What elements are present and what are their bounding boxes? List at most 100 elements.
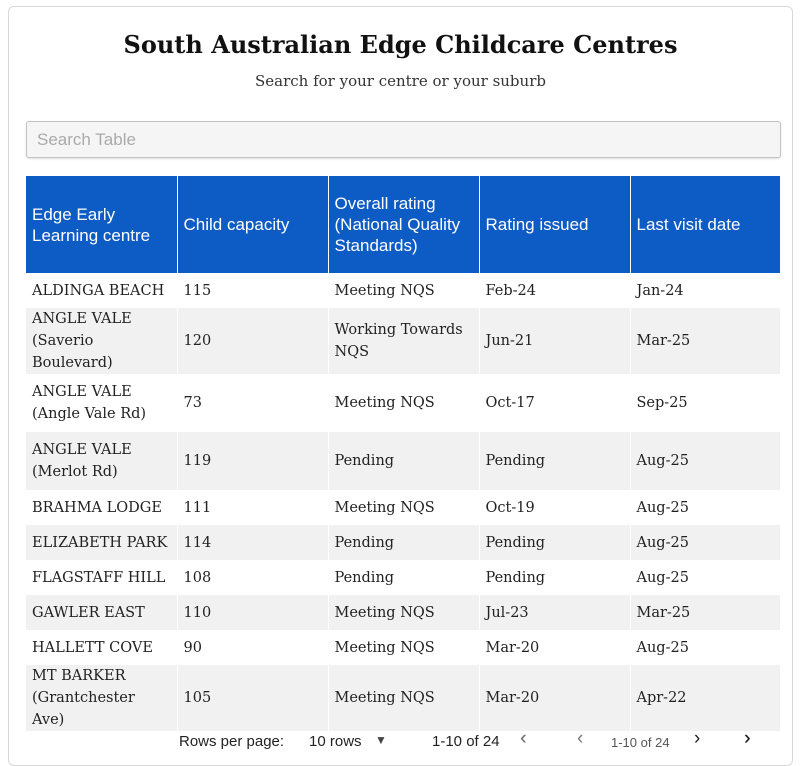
- cell-last-visit: Aug-25: [630, 630, 780, 665]
- column-header-capacity[interactable]: Child capacity: [177, 176, 329, 273]
- centre-name: ANGLE VALE: [32, 311, 132, 327]
- cell-last-visit: Sep-25: [630, 374, 780, 432]
- cell-centre: ANGLE VALE (Saverio Boulevard): [26, 308, 178, 374]
- cell-last-visit: Aug-25: [630, 525, 780, 560]
- cell-last-visit: Aug-25: [630, 560, 780, 595]
- centre-location: (Angle Vale Rd): [32, 406, 147, 422]
- rating-line-2: NQS: [334, 344, 370, 360]
- page-subtitle: Search for your centre or your suburb: [255, 72, 546, 90]
- rating-line-1: Pending: [334, 569, 395, 586]
- cell-capacity: 73: [177, 374, 329, 432]
- cell-capacity: 115: [177, 273, 329, 308]
- rows-per-page-label: Rows per page:: [179, 733, 285, 750]
- centre-name: MT BARKER: [32, 668, 126, 684]
- cell-rating-issued: Jul-23: [479, 595, 631, 630]
- cell-last-visit: Mar-25: [630, 595, 780, 630]
- pagination-bar: Rows per page: 10 rows ▼ 1-10 of 24 ‹‹ ‹…: [0, 728, 801, 756]
- table-row: MT BARKER (Grantchester Ave) 105 Meeting …: [26, 665, 780, 731]
- centre-name: FLAGSTAFF HILL: [32, 569, 166, 586]
- cell-centre: ELIZABETH PARK: [26, 525, 178, 560]
- cell-rating-issued: Pending: [479, 560, 631, 595]
- table-row: HALLETT COVE 90 Meeting NQS Mar-20 Aug-2…: [26, 630, 780, 665]
- cell-rating: Working Towards NQS: [328, 308, 480, 374]
- rows-per-page-select[interactable]: 10 rows ▼: [309, 728, 391, 756]
- rating-line-1: Meeting NQS: [334, 690, 435, 706]
- column-header-rating[interactable]: Overall rating (National Quality Standar…: [328, 176, 480, 273]
- cell-centre: ALDINGA BEACH: [26, 273, 178, 308]
- cell-last-visit: Mar-25: [630, 308, 780, 374]
- table-row: ALDINGA BEACH 115 Meeting NQS Feb-24 Jan…: [26, 273, 780, 308]
- cell-capacity: 114: [177, 525, 329, 560]
- column-header-centre[interactable]: Edge Early Learning centre: [26, 176, 178, 273]
- centres-table: Edge Early Learning centre Child capacit…: [26, 176, 780, 731]
- cell-capacity: 90: [177, 630, 329, 665]
- centre-name: ALDINGA BEACH: [32, 282, 165, 299]
- table-row: ANGLE VALE (Saverio Boulevard) 120 Workin…: [26, 308, 780, 374]
- rating-line-1: Meeting NQS: [334, 282, 435, 299]
- cell-centre: ANGLE VALE (Angle Vale Rd): [26, 374, 178, 432]
- rows-per-page-value: 10 rows: [309, 733, 362, 750]
- cell-rating-issued: Jun-21: [479, 308, 631, 374]
- table-row: ANGLE VALE (Merlot Rd) 119 Pending Pendin…: [26, 432, 780, 490]
- column-header-last-visit[interactable]: Last visit date: [630, 176, 780, 273]
- last-page-icon[interactable]: ››: [744, 728, 749, 749]
- cell-centre: HALLETT COVE: [26, 630, 178, 665]
- cell-capacity: 111: [177, 490, 329, 525]
- cell-centre: ANGLE VALE (Merlot Rd): [26, 432, 178, 490]
- rating-line-1: Working Towards: [334, 322, 463, 338]
- centre-name: HALLETT COVE: [32, 639, 153, 656]
- cell-centre: FLAGSTAFF HILL: [26, 560, 178, 595]
- centre-name: BRAHMA LODGE: [32, 499, 162, 516]
- cell-rating: Pending: [328, 432, 480, 490]
- rating-line-1: Meeting NQS: [334, 395, 435, 411]
- page-title: South Australian Edge Childcare Centres: [123, 30, 678, 59]
- cell-capacity: 120: [177, 308, 329, 374]
- cell-capacity: 119: [177, 432, 329, 490]
- column-header-rating-issued[interactable]: Rating issued: [479, 176, 631, 273]
- cell-capacity: 108: [177, 560, 329, 595]
- table-row: FLAGSTAFF HILL 108 Pending Pending Aug-2…: [26, 560, 780, 595]
- next-page-icon[interactable]: ›: [694, 728, 701, 749]
- rating-line-1: Meeting NQS: [334, 604, 435, 621]
- cell-rating: Pending: [328, 525, 480, 560]
- cell-last-visit: Aug-25: [630, 432, 780, 490]
- centre-location: (Grantchester Ave): [32, 690, 135, 728]
- cell-last-visit: Apr-22: [630, 665, 780, 731]
- table-header-row: Edge Early Learning centre Child capacit…: [26, 176, 780, 273]
- table-row: GAWLER EAST 110 Meeting NQS Jul-23 Mar-2…: [26, 595, 780, 630]
- rating-line-1: Pending: [334, 534, 395, 551]
- cell-rating: Meeting NQS: [328, 374, 480, 432]
- cell-capacity: 110: [177, 595, 329, 630]
- table-row: BRAHMA LODGE 111 Meeting NQS Oct-19 Aug-…: [26, 490, 780, 525]
- rating-line-1: Meeting NQS: [334, 639, 435, 656]
- cell-rating-issued: Feb-24: [479, 273, 631, 308]
- cell-capacity: 105: [177, 665, 329, 731]
- cell-rating-issued: Pending: [479, 525, 631, 560]
- previous-page-icon[interactable]: ‹: [577, 728, 584, 749]
- page-range-text: 1-10 of 24: [432, 733, 500, 750]
- centre-name: ELIZABETH PARK: [32, 534, 168, 551]
- cell-rating-issued: Oct-17: [479, 374, 631, 432]
- centre-location: (Merlot Rd): [32, 464, 118, 480]
- cell-rating: Meeting NQS: [328, 273, 480, 308]
- cell-centre: MT BARKER (Grantchester Ave): [26, 665, 178, 731]
- centre-name: GAWLER EAST: [32, 604, 145, 621]
- centre-name: ANGLE VALE: [32, 384, 132, 400]
- cell-rating: Meeting NQS: [328, 595, 480, 630]
- cell-centre: GAWLER EAST: [26, 595, 178, 630]
- first-page-icon[interactable]: ‹‹: [520, 728, 525, 749]
- centre-name: ANGLE VALE: [32, 442, 132, 458]
- search-input[interactable]: [26, 121, 781, 158]
- page-range-text-small: 1-10 of 24: [611, 735, 670, 750]
- cell-rating: Meeting NQS: [328, 490, 480, 525]
- cell-last-visit: Jan-24: [630, 273, 780, 308]
- cell-rating-issued: Oct-19: [479, 490, 631, 525]
- cell-centre: BRAHMA LODGE: [26, 490, 178, 525]
- centre-location: (Saverio Boulevard): [32, 333, 113, 371]
- cell-rating: Meeting NQS: [328, 630, 480, 665]
- rating-line-1: Meeting NQS: [334, 499, 435, 516]
- chevron-down-icon: ▼: [375, 733, 387, 747]
- cell-rating-issued: Mar-20: [479, 630, 631, 665]
- rating-line-1: Pending: [334, 453, 395, 469]
- cell-last-visit: Aug-25: [630, 490, 780, 525]
